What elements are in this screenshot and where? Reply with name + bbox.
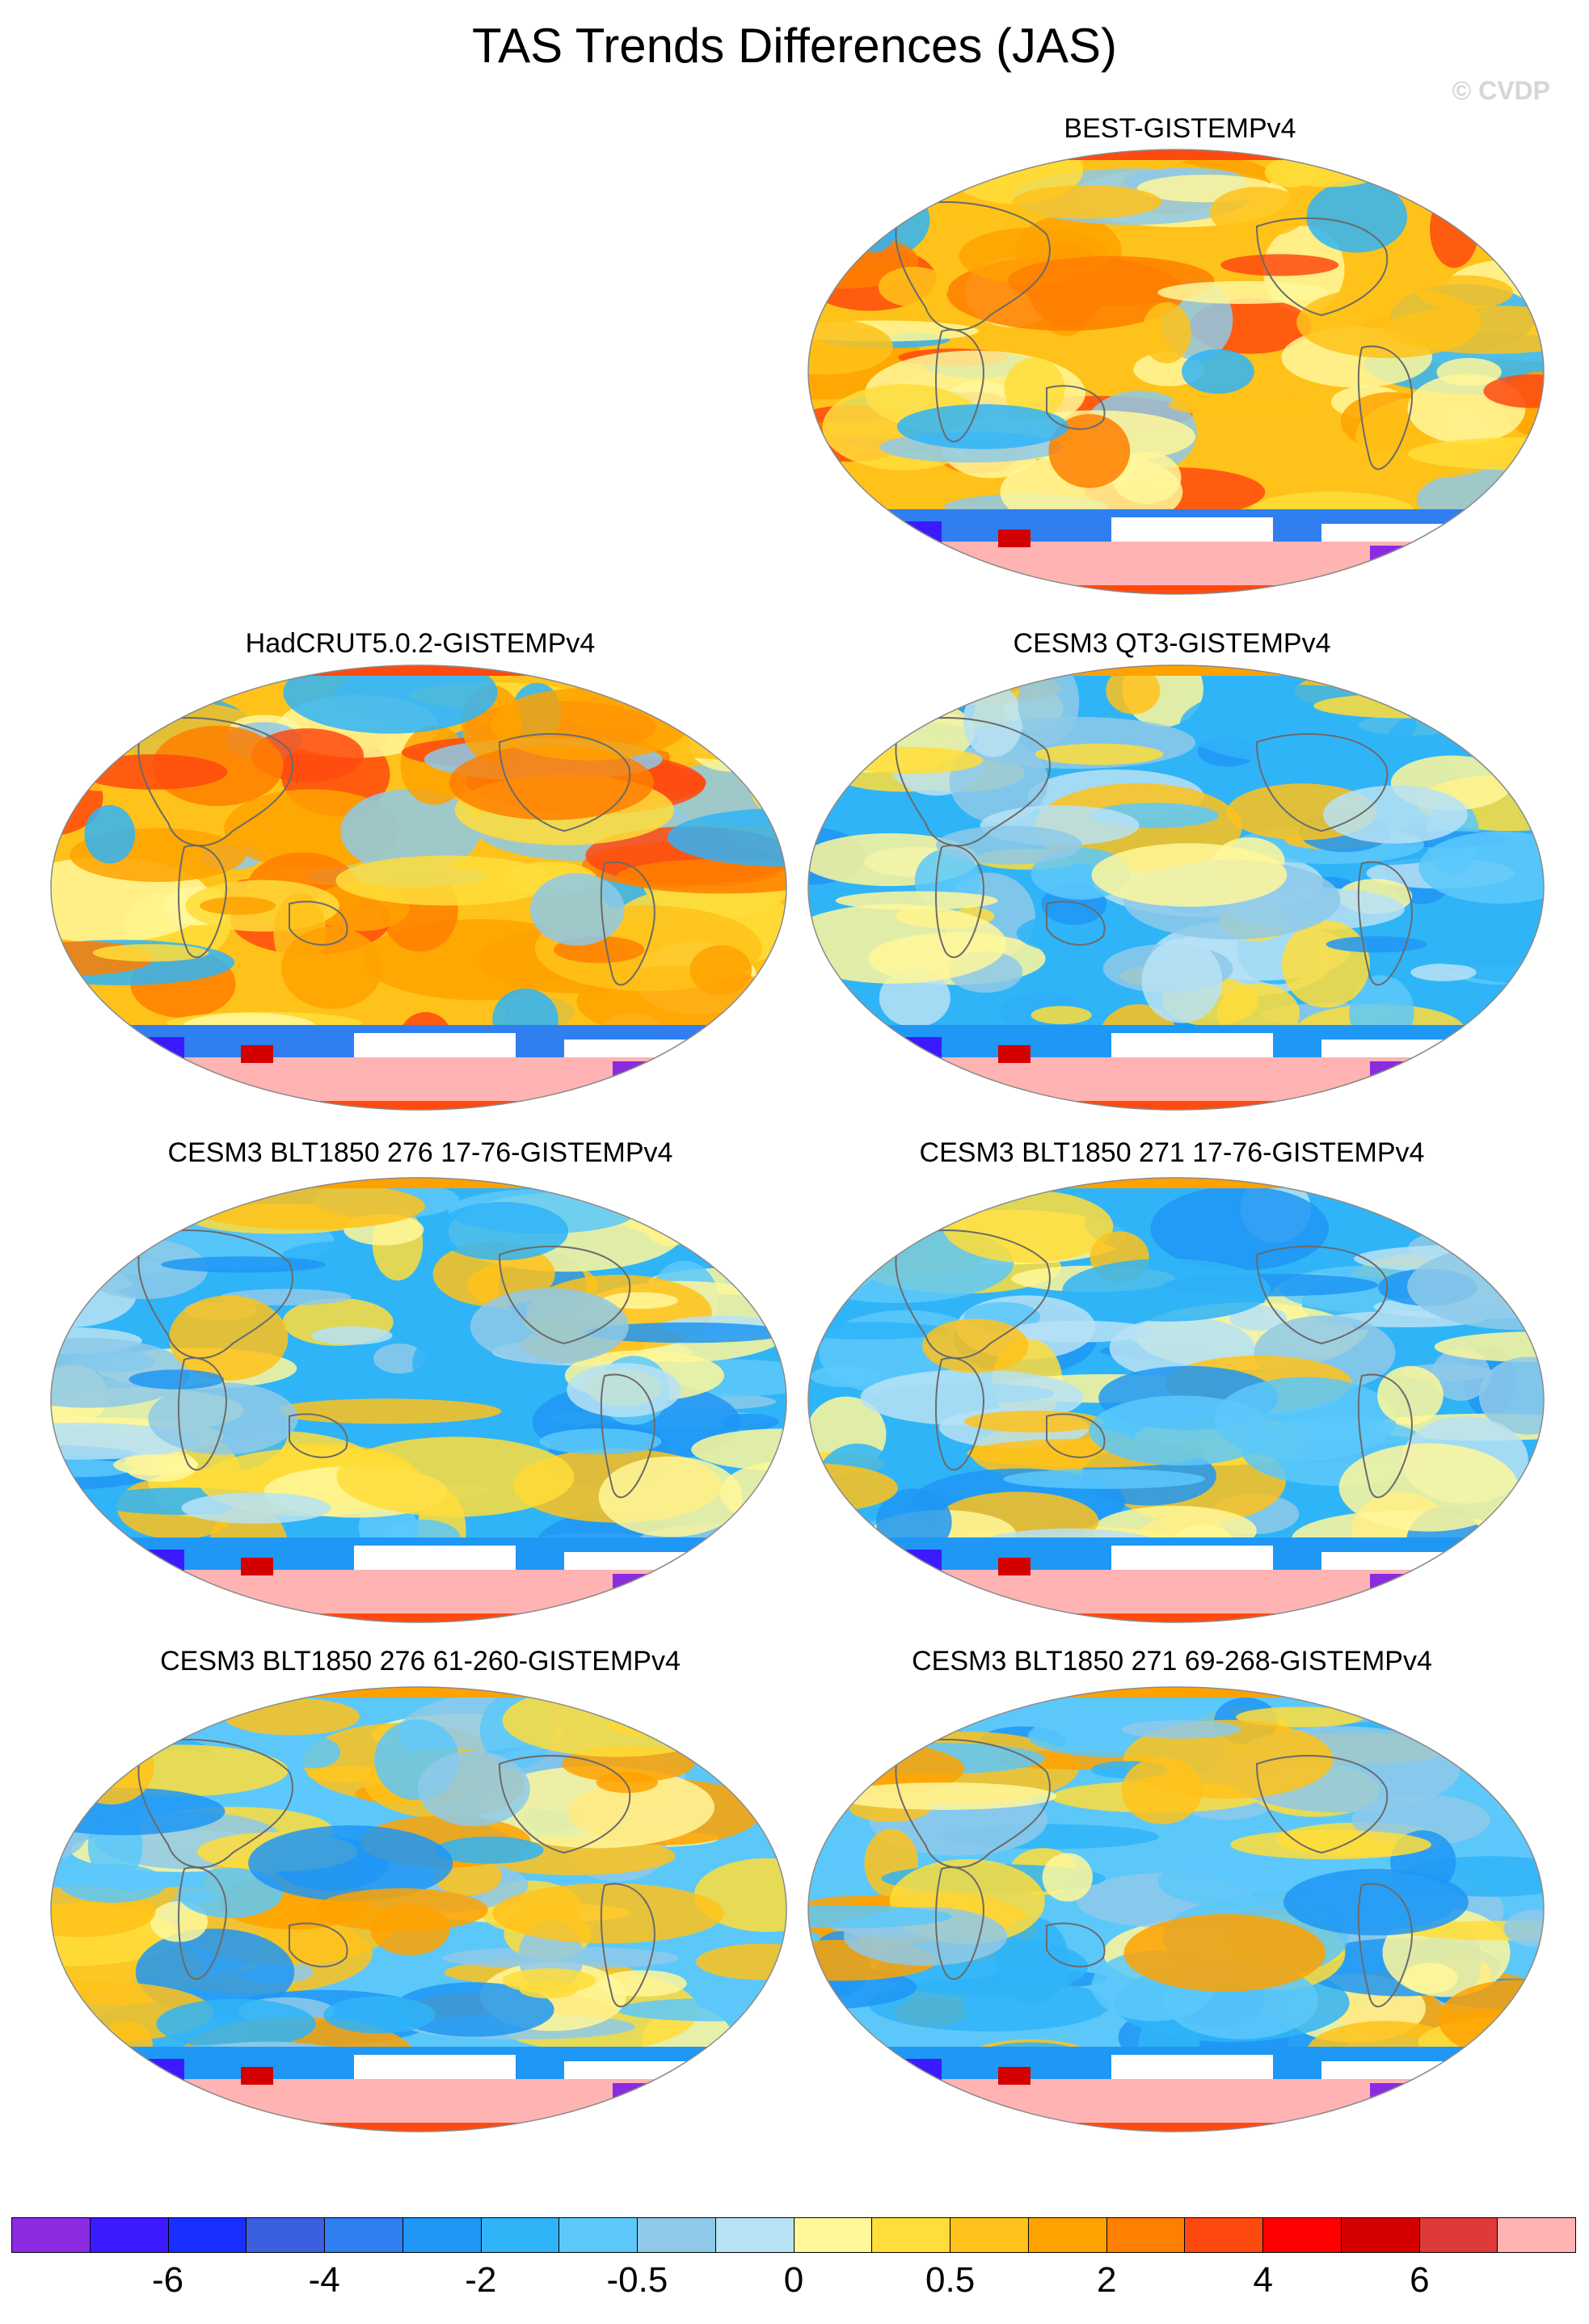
colorbar-swatch [559, 2218, 638, 2252]
panel-title: BEST-GISTEMPv4 [1064, 113, 1296, 144]
map-panel [47, 1683, 790, 2136]
colorbar-swatch [1419, 2218, 1498, 2252]
map-panel [804, 146, 1548, 598]
colorbar-swatch [403, 2218, 482, 2252]
map-panel [47, 661, 790, 1114]
figure-title: TAS Trends Differences (JAS) [471, 19, 1118, 73]
map-graphic [807, 1686, 1545, 2132]
colorbar-tick-label: 0 [783, 2260, 804, 2300]
panel-title: CESM3 BLT1850 276 17-76-GISTEMPv4 [167, 1137, 673, 1168]
colorbar-tick-label: 0.5 [925, 2260, 976, 2300]
colorbar-swatch [1263, 2218, 1342, 2252]
colorbar-swatch [872, 2218, 950, 2252]
colorbar [11, 2217, 1576, 2253]
colorbar-swatch [950, 2218, 1029, 2252]
colorbar-swatch [247, 2218, 325, 2252]
map-graphic [807, 1177, 1545, 1623]
colorbar-swatch [715, 2218, 794, 2252]
colorbar-swatch [1106, 2218, 1186, 2252]
panel-title: CESM3 BLT1850 271 17-76-GISTEMPv4 [919, 1137, 1425, 1168]
colorbar-swatch [325, 2218, 403, 2252]
map-graphic [50, 1686, 787, 2132]
colorbar-swatch [90, 2218, 169, 2252]
map-graphic [50, 664, 787, 1111]
map-panel [804, 1174, 1548, 1626]
colorbar-swatch [1341, 2218, 1420, 2252]
panel-title: HadCRUT5.0.2-GISTEMPv4 [245, 628, 596, 659]
colorbar-tick-label: 4 [1253, 2260, 1274, 2300]
colorbar-tick-label: -2 [465, 2260, 497, 2300]
map-panel [47, 1174, 790, 1626]
colorbar-swatch [1498, 2218, 1575, 2252]
panel-title: CESM3 BLT1850 271 69-268-GISTEMPv4 [912, 1646, 1432, 1677]
colorbar-tick-label: -0.5 [606, 2260, 668, 2300]
colorbar-swatch [794, 2218, 873, 2252]
colorbar-tick-label: -4 [308, 2260, 340, 2300]
colorbar-tick-label: -6 [152, 2260, 184, 2300]
map-graphic [807, 664, 1545, 1111]
colorbar-tick-label: 2 [1096, 2260, 1117, 2300]
map-graphic [50, 1177, 787, 1623]
map-panel [804, 661, 1548, 1114]
panel-title: CESM3 BLT1850 276 61-260-GISTEMPv4 [160, 1646, 681, 1677]
colorbar-tick-label: 6 [1410, 2260, 1430, 2300]
map-graphic [807, 149, 1545, 595]
colorbar-swatch [1185, 2218, 1263, 2252]
colorbar-swatch [1028, 2218, 1107, 2252]
colorbar-swatch [12, 2218, 91, 2252]
colorbar-swatch [481, 2218, 560, 2252]
cvdp-credit: © CVDP [1452, 76, 1550, 105]
map-panel [804, 1683, 1548, 2136]
panel-title: CESM3 QT3-GISTEMPv4 [1013, 628, 1331, 659]
colorbar-swatch [638, 2218, 716, 2252]
colorbar-swatch [168, 2218, 247, 2252]
